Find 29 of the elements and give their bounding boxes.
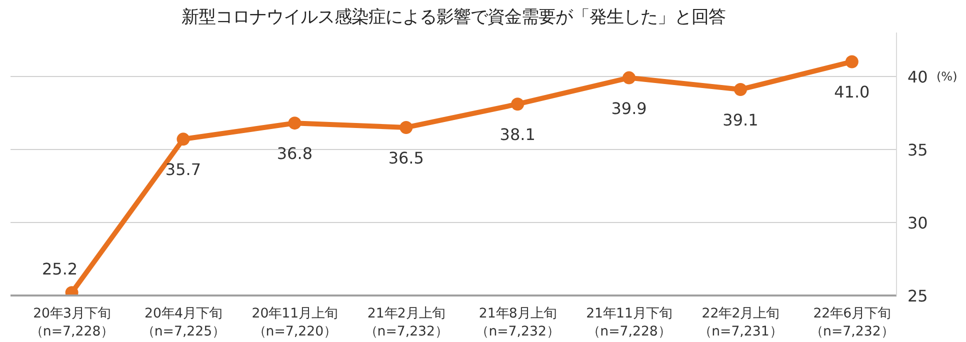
x-tick-label: 22年6月下旬（n=7,232） (810, 306, 894, 340)
x-tick-label: 20年3月下旬（n=7,228） (30, 306, 114, 340)
data-label: 39.9 (611, 98, 647, 118)
chart-title: 新型コロナウイルス感染症による影響で資金需要が「発生した」と回答 (182, 8, 726, 28)
data-label: 39.1 (722, 110, 758, 130)
y-tick-label: 30 (908, 213, 928, 232)
data-label: 41.0 (834, 82, 870, 102)
point (622, 71, 636, 84)
data-label: 25.2 (42, 260, 78, 279)
data-label: 36.5 (388, 148, 424, 168)
x-tick-label: 20年4月下旬（n=7,225） (141, 306, 226, 340)
x-tick-label: 21年2月上旬（n=7,232） (364, 306, 448, 340)
y-axis-title: (%) (936, 69, 958, 84)
point (734, 82, 747, 96)
x-tick-label: 21年11月下旬（n=7,228） (586, 306, 672, 340)
x-tick-label: 20年11月上旬（n=7,220） (252, 306, 338, 340)
point (288, 116, 302, 130)
data-label: 38.1 (500, 125, 536, 144)
x-tick-label: 22年2月上旬（n=7,231） (698, 306, 782, 340)
point (400, 120, 413, 134)
point (176, 132, 190, 146)
point (511, 98, 524, 111)
data-label: 36.8 (276, 144, 312, 164)
y-tick-label: 35 (908, 140, 928, 160)
point (845, 55, 858, 68)
x-tick-label: 21年8月上旬（n=7,232） (476, 306, 560, 340)
y-tick-label: 40 (908, 67, 928, 86)
data-label: 35.7 (165, 160, 202, 180)
y-tick-label: 25 (908, 286, 928, 306)
